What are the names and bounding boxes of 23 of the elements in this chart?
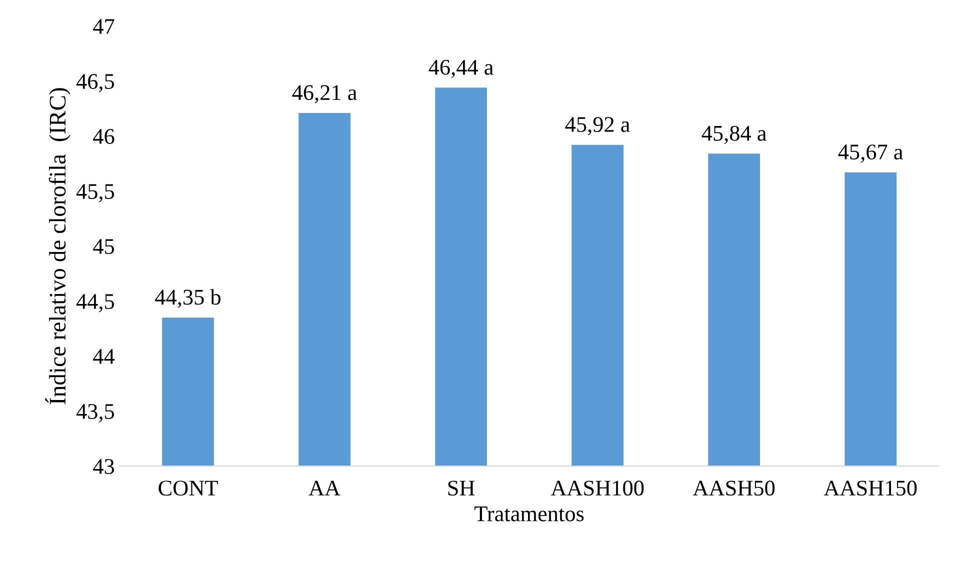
x-tick-label: AA <box>308 480 340 496</box>
x-tick-label: AASH100 <box>550 480 644 496</box>
y-tick-label: 43 <box>93 459 114 474</box>
x-axis-title: Tratamentos <box>474 506 584 522</box>
data-label: 44,35 b <box>155 289 220 308</box>
data-label: 46,44 a <box>428 60 494 78</box>
y-tick-label: 44,5 <box>76 294 114 312</box>
x-tick-label: AASH150 <box>824 480 917 496</box>
y-tick-label: 46,5 <box>76 74 114 92</box>
x-tick-label: AASH50 <box>692 480 775 496</box>
x-tick-label: CONT <box>158 480 218 496</box>
y-tick-label: 44 <box>93 349 115 364</box>
y-axis-title: Índice relativo de clorofila (IRC) <box>45 88 70 404</box>
data-label: 45,92 a <box>565 117 630 136</box>
x-tick-label: SH <box>448 480 475 496</box>
y-tick-label: 45 <box>93 239 114 254</box>
y-tick-label: 47 <box>93 19 114 34</box>
data-label: 46,21 a <box>292 85 357 104</box>
data-label: 45,67 a <box>838 144 903 163</box>
y-tick-label: 46 <box>93 129 114 144</box>
y-tick-label: 43,5 <box>76 404 114 422</box>
data-label: 45,84 a <box>702 126 766 144</box>
y-tick-label: 45,5 <box>76 184 114 202</box>
